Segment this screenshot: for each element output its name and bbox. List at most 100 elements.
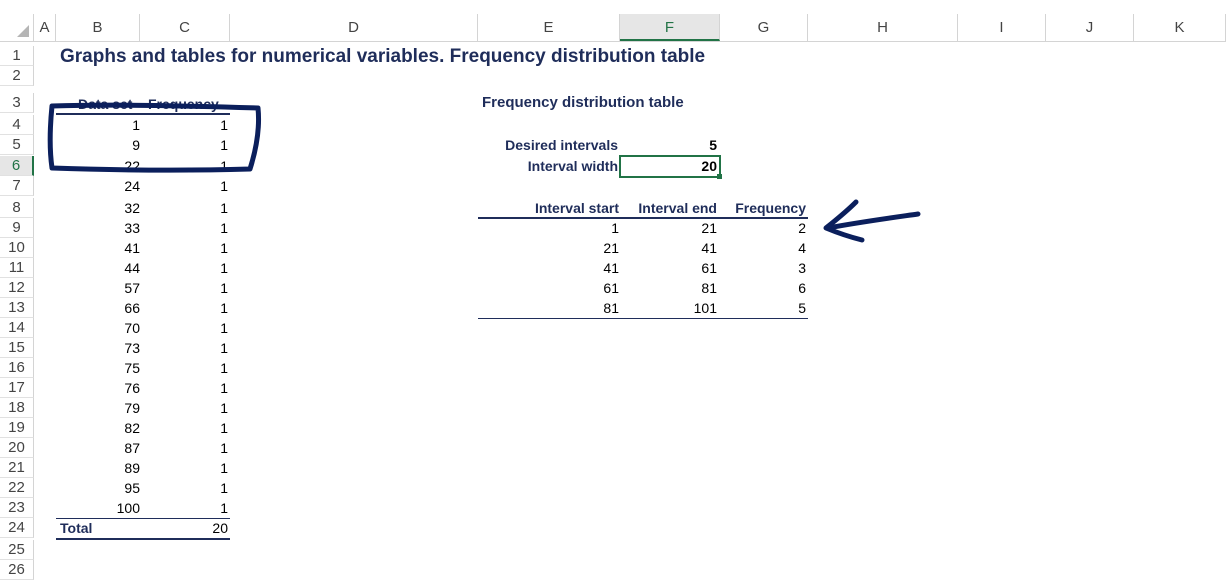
frequency-cell[interactable]: 1 (220, 500, 228, 516)
col-frequency[interactable]: Frequency (735, 200, 806, 216)
row-header[interactable]: 15 (0, 338, 34, 358)
interval-frequency-cell[interactable]: 3 (798, 260, 806, 276)
col-interval-start[interactable]: Interval start (534, 200, 619, 216)
row-header[interactable]: 2 (0, 66, 34, 86)
row-header[interactable]: 14 (0, 318, 34, 338)
select-all-corner[interactable] (0, 14, 34, 41)
total-label[interactable]: Total (60, 520, 93, 536)
interval-width-label[interactable]: Interval width (527, 158, 618, 174)
row-header[interactable]: 19 (0, 418, 34, 438)
frequency-cell[interactable]: 1 (220, 400, 228, 416)
column-header-A[interactable]: A (34, 14, 56, 41)
row-header[interactable]: 5 (0, 135, 34, 155)
data-set-cell[interactable]: 24 (124, 178, 140, 194)
frequency-cell[interactable]: 1 (220, 117, 228, 133)
row-header[interactable]: 23 (0, 498, 34, 518)
data-set-cell[interactable]: 70 (124, 320, 140, 336)
interval-width-value[interactable]: 20 (701, 158, 717, 174)
interval-start-cell[interactable]: 81 (603, 300, 619, 316)
row-header-selected[interactable]: 6 (0, 156, 34, 176)
interval-start-cell[interactable]: 41 (603, 260, 619, 276)
row-header[interactable]: 7 (0, 176, 34, 196)
data-set-cell[interactable]: 87 (124, 440, 140, 456)
frequency-cell[interactable]: 1 (220, 220, 228, 236)
data-set-cell[interactable]: 1 (132, 117, 140, 133)
interval-frequency-cell[interactable]: 5 (798, 300, 806, 316)
row-header[interactable]: 3 (0, 93, 34, 113)
row-header[interactable]: 4 (0, 115, 34, 135)
interval-end-cell[interactable]: 41 (701, 240, 717, 256)
frequency-cell[interactable]: 1 (220, 440, 228, 456)
row-header[interactable]: 22 (0, 478, 34, 498)
data-set-cell[interactable]: 41 (124, 240, 140, 256)
column-header-G[interactable]: G (720, 14, 808, 41)
row-header[interactable]: 25 (0, 540, 34, 560)
column-header-C[interactable]: C (140, 14, 230, 41)
total-value[interactable]: 20 (212, 520, 228, 536)
frequency-cell[interactable]: 1 (220, 137, 228, 153)
frequency-cell[interactable]: 1 (220, 280, 228, 296)
interval-start-cell[interactable]: 61 (603, 280, 619, 296)
interval-start-cell[interactable]: 1 (611, 220, 619, 236)
interval-frequency-cell[interactable]: 4 (798, 240, 806, 256)
column-header-H[interactable]: H (808, 14, 958, 41)
interval-start-cell[interactable]: 21 (603, 240, 619, 256)
active-cell-selection[interactable] (619, 155, 721, 178)
column-header-B[interactable]: B (56, 14, 140, 41)
data-set-cell[interactable]: 79 (124, 400, 140, 416)
frequency-cell[interactable]: 1 (220, 420, 228, 436)
row-header[interactable]: 9 (0, 218, 34, 238)
data-set-cell[interactable]: 95 (124, 480, 140, 496)
data-set-cell[interactable]: 75 (124, 360, 140, 376)
data-set-cell[interactable]: 73 (124, 340, 140, 356)
row-header[interactable]: 13 (0, 298, 34, 318)
frequency-cell[interactable]: 1 (220, 158, 228, 174)
frequency-cell[interactable]: 1 (220, 360, 228, 376)
frequency-cell[interactable]: 1 (220, 340, 228, 356)
row-header[interactable]: 21 (0, 458, 34, 478)
column-header-J[interactable]: J (1046, 14, 1134, 41)
data-set-cell[interactable]: 32 (124, 200, 140, 216)
frequency-cell[interactable]: 1 (220, 320, 228, 336)
frequency-table-title[interactable]: Frequency distribution table (482, 94, 684, 111)
frequency-cell[interactable]: 1 (220, 380, 228, 396)
data-set-cell[interactable]: 76 (124, 380, 140, 396)
interval-frequency-cell[interactable]: 2 (798, 220, 806, 236)
row-header[interactable]: 11 (0, 258, 34, 278)
fill-handle[interactable] (717, 174, 722, 179)
row-header[interactable]: 1 (0, 46, 34, 66)
data-set-cell[interactable]: 89 (124, 460, 140, 476)
frequency-cell[interactable]: 1 (220, 178, 228, 194)
column-header-F[interactable]: F (620, 14, 720, 41)
data-set-cell[interactable]: 100 (116, 500, 140, 516)
column-header-D[interactable]: D (230, 14, 478, 41)
data-set-cell[interactable]: 82 (124, 420, 140, 436)
data-set-cell[interactable]: 66 (124, 300, 140, 316)
interval-end-cell[interactable]: 61 (701, 260, 717, 276)
data-set-cell[interactable]: 33 (124, 220, 140, 236)
column-header-I[interactable]: I (958, 14, 1046, 41)
col-interval-end[interactable]: Interval end (638, 200, 717, 216)
desired-intervals-value[interactable]: 5 (709, 137, 717, 153)
row-header[interactable]: 16 (0, 358, 34, 378)
row-header[interactable]: 20 (0, 438, 34, 458)
frequency-cell[interactable]: 1 (220, 300, 228, 316)
row-header[interactable]: 10 (0, 238, 34, 258)
row-header[interactable]: 8 (0, 198, 34, 218)
interval-end-cell[interactable]: 81 (701, 280, 717, 296)
row-header[interactable]: 18 (0, 398, 34, 418)
row-header[interactable]: 17 (0, 378, 34, 398)
frequency-cell[interactable]: 1 (220, 480, 228, 496)
frequency-cell[interactable]: 1 (220, 240, 228, 256)
frequency-cell[interactable]: 1 (220, 460, 228, 476)
data-set-cell[interactable]: 44 (124, 260, 140, 276)
row-header[interactable]: 24 (0, 518, 34, 538)
frequency-cell[interactable]: 1 (220, 260, 228, 276)
row-header[interactable]: 12 (0, 278, 34, 298)
interval-end-cell[interactable]: 101 (693, 300, 717, 316)
data-set-cell[interactable]: 57 (124, 280, 140, 296)
column-header-E[interactable]: E (478, 14, 620, 41)
sheet-title[interactable]: Graphs and tables for numerical variable… (60, 46, 706, 67)
desired-intervals-label[interactable]: Desired intervals (505, 137, 618, 153)
interval-frequency-cell[interactable]: 6 (798, 280, 806, 296)
